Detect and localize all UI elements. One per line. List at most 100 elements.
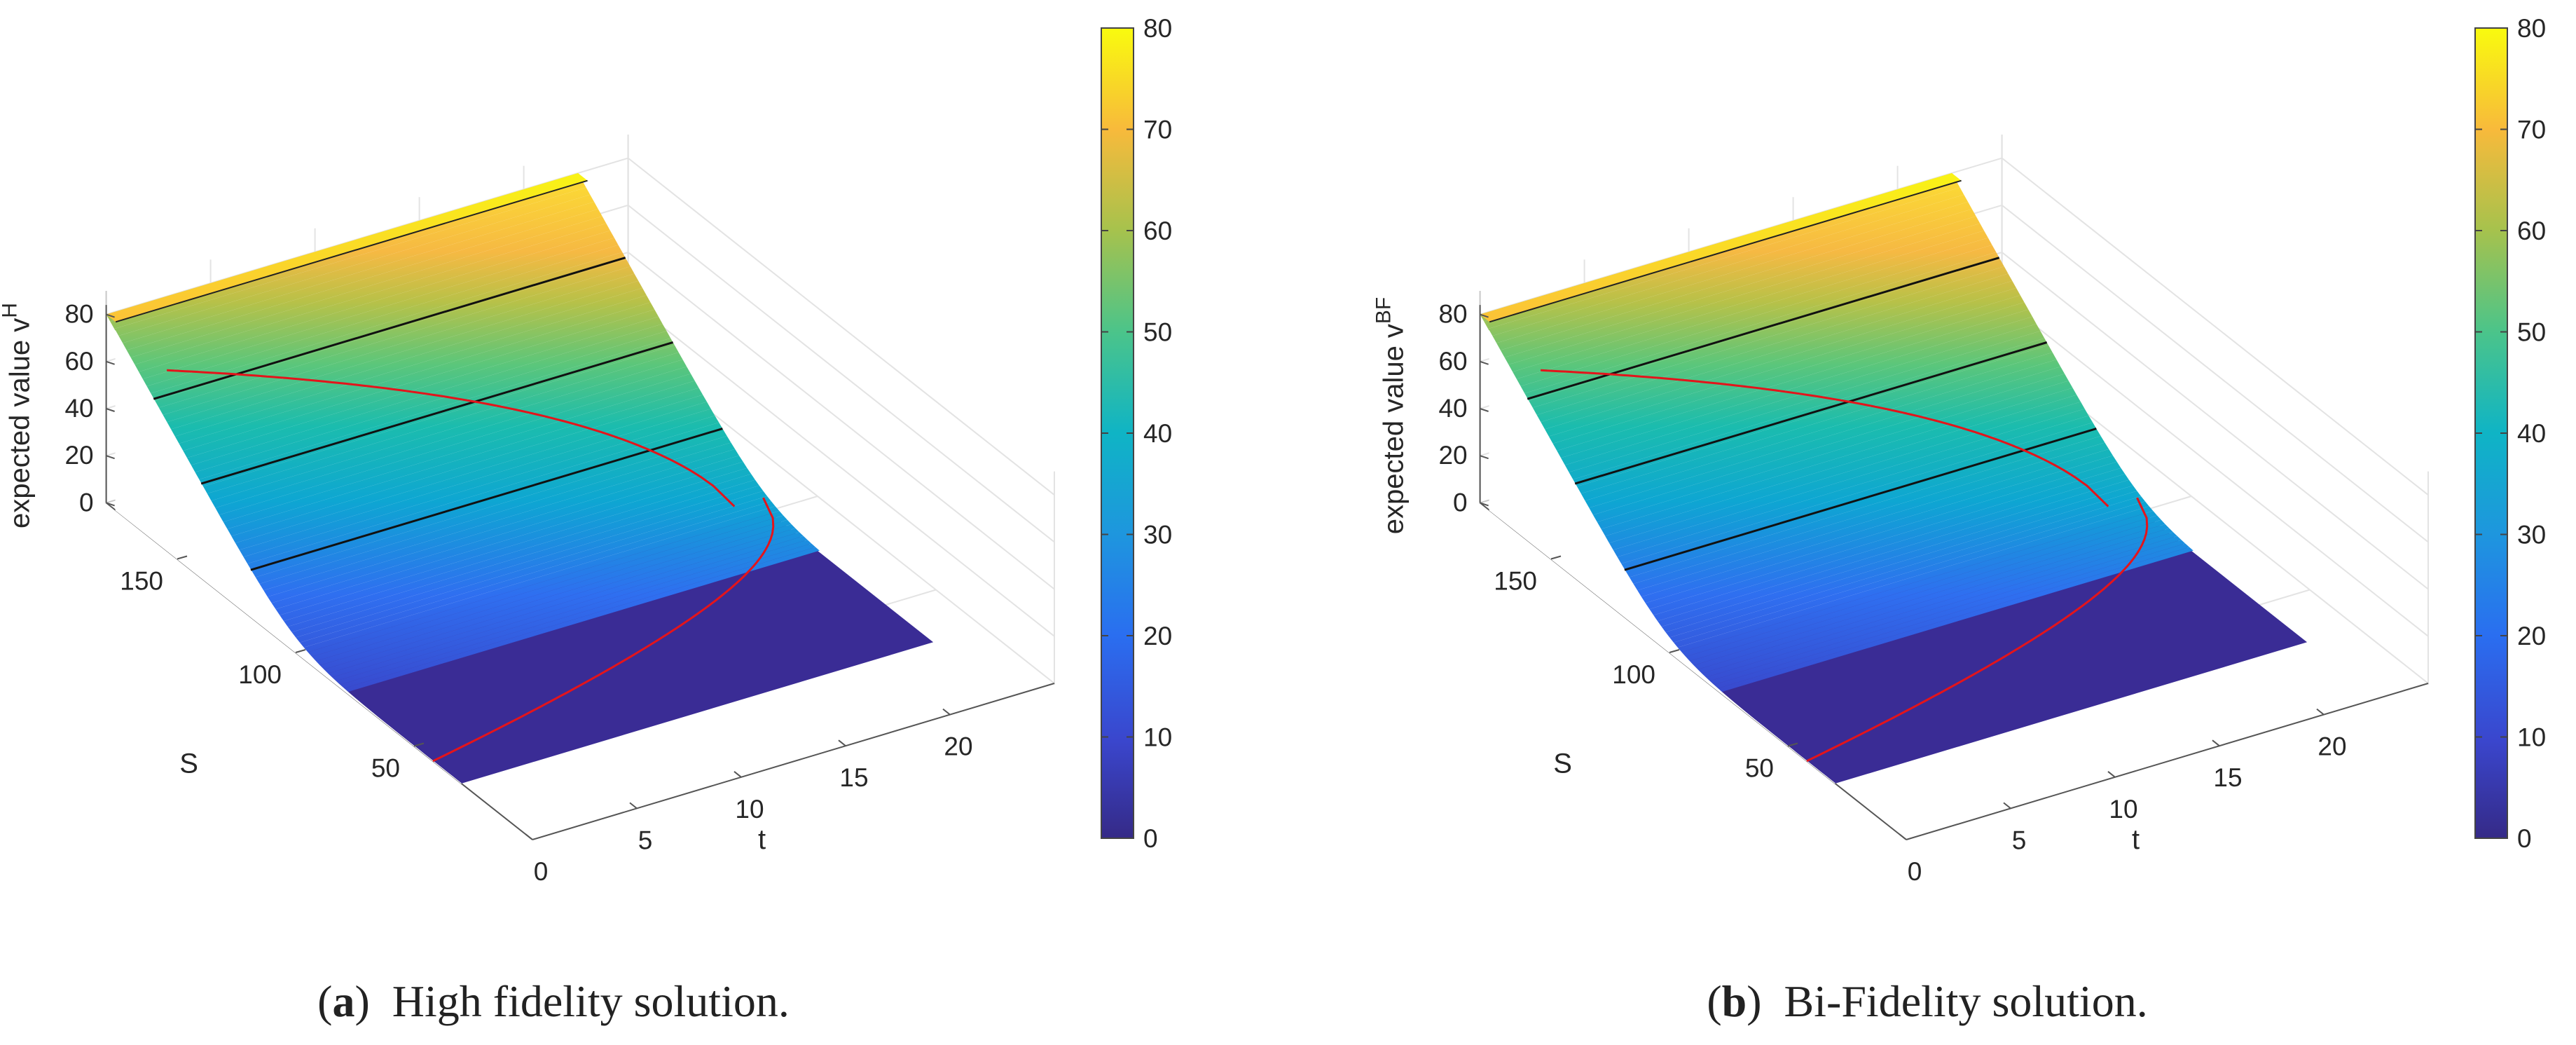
surface-strip <box>142 238 619 387</box>
surface-strip <box>1673 501 2149 648</box>
surface-strip <box>1669 496 2145 643</box>
z-axis-label-base: expected value v <box>1379 324 1410 534</box>
surface-strip <box>174 295 651 444</box>
s-tick-label: 50 <box>371 754 400 783</box>
surface-strip <box>1637 449 2113 597</box>
t-tick <box>733 771 742 778</box>
colorbar-tick-label: 50 <box>1143 318 1172 347</box>
z-tick <box>1480 455 1489 460</box>
surface-strip <box>114 187 591 336</box>
caption-a: (a) High fidelity solution. <box>317 976 790 1026</box>
surface-strip <box>1629 436 2105 585</box>
t-tick-label: 15 <box>2213 763 2242 792</box>
surface-strip <box>1488 187 1964 336</box>
surface-strip <box>1601 388 2077 536</box>
surface-strip <box>1645 461 2121 610</box>
surface-strip <box>227 388 703 536</box>
surface-strip <box>1484 180 1960 329</box>
surface-strip <box>295 496 771 643</box>
surface-strip <box>191 324 667 472</box>
z-tick-label: 20 <box>64 441 93 470</box>
colorbar-tick-label: 70 <box>1143 116 1172 144</box>
t-tick-label: 5 <box>2012 826 2027 854</box>
surface-strip <box>1653 474 2129 622</box>
surface-strip <box>235 402 711 550</box>
surface-strip <box>1697 528 2174 674</box>
surface-strip <box>1657 479 2133 627</box>
colorbar-tick-label: 50 <box>2517 318 2546 347</box>
surface-strip <box>1641 456 2117 603</box>
surface-strip <box>1580 352 2057 501</box>
surface-strip <box>259 442 736 591</box>
surface-strip <box>138 231 614 379</box>
surface-strip <box>1717 547 2193 692</box>
s-tick-label: 100 <box>238 660 282 689</box>
surface-strip <box>343 547 820 692</box>
t-tick <box>1899 833 1907 840</box>
surface-strip <box>1613 409 2089 557</box>
surface-strip <box>118 194 595 343</box>
surface-strip <box>287 485 764 633</box>
grid-line <box>2001 135 2429 685</box>
z-tick-label: 60 <box>1438 347 1467 376</box>
surface-b <box>1480 173 2308 784</box>
z-tick <box>106 455 115 460</box>
z-tick-label: 40 <box>64 394 93 423</box>
surface-strip <box>1705 535 2182 681</box>
surface-strip <box>1693 524 2170 670</box>
surface-strip <box>122 202 598 350</box>
surface-strip <box>283 479 759 627</box>
z-tick-label: 0 <box>79 488 94 517</box>
s-axis-label: S <box>179 748 198 779</box>
t-tick-label: 10 <box>735 795 764 824</box>
colorbar-tick-label: 10 <box>2517 723 2546 752</box>
surface-strip <box>255 436 731 585</box>
s-tick <box>295 649 306 653</box>
z-tick-label: 40 <box>1438 394 1467 423</box>
z-tick <box>106 408 115 412</box>
colorbar-tick-label: 70 <box>2517 116 2546 144</box>
surface-strip <box>331 535 808 681</box>
surface-strip <box>223 381 699 529</box>
surface-strip <box>1592 374 2069 522</box>
surface-strip <box>303 506 780 653</box>
surface-strip <box>1617 416 2093 564</box>
surface-strip <box>239 409 715 557</box>
z-axis-label: expected value vBF <box>1374 297 1410 535</box>
surface-strip <box>1713 543 2190 689</box>
surface-strip <box>319 524 796 670</box>
colorbar-tick-label: 20 <box>1143 622 1172 650</box>
t-tick <box>2003 802 2011 810</box>
surface-strip <box>1552 302 2029 451</box>
surface-strip <box>126 209 602 358</box>
contour-line <box>250 428 723 571</box>
s-tick <box>177 555 188 560</box>
surface-strip <box>163 273 639 423</box>
contour-line <box>1574 341 2048 485</box>
s-tick-label: 150 <box>120 567 163 596</box>
contour-line <box>200 341 674 485</box>
surface-strip <box>1512 231 1988 379</box>
surface-strip <box>1677 506 2154 653</box>
surface-strip <box>1585 360 2061 508</box>
colorbar-tick-label: 20 <box>2517 622 2546 650</box>
surface-strip <box>195 331 671 480</box>
surface-strip <box>267 456 743 603</box>
surface-strip <box>1504 216 1981 365</box>
surface-strip <box>1681 511 2158 657</box>
surface-strip <box>275 467 752 615</box>
z-tick-label: 20 <box>1438 441 1467 470</box>
s-tick-label: 150 <box>1494 567 1537 596</box>
t-tick-label: 20 <box>2317 732 2346 761</box>
surface-strip <box>214 367 691 515</box>
colorbar-tick-label: 0 <box>2517 824 2532 853</box>
surface-strip <box>243 416 719 564</box>
surface-strip <box>263 449 739 597</box>
surface-strip <box>271 461 748 610</box>
z-tick <box>1480 313 1489 318</box>
surface-strip <box>315 519 792 666</box>
s-tick <box>1669 649 1680 653</box>
